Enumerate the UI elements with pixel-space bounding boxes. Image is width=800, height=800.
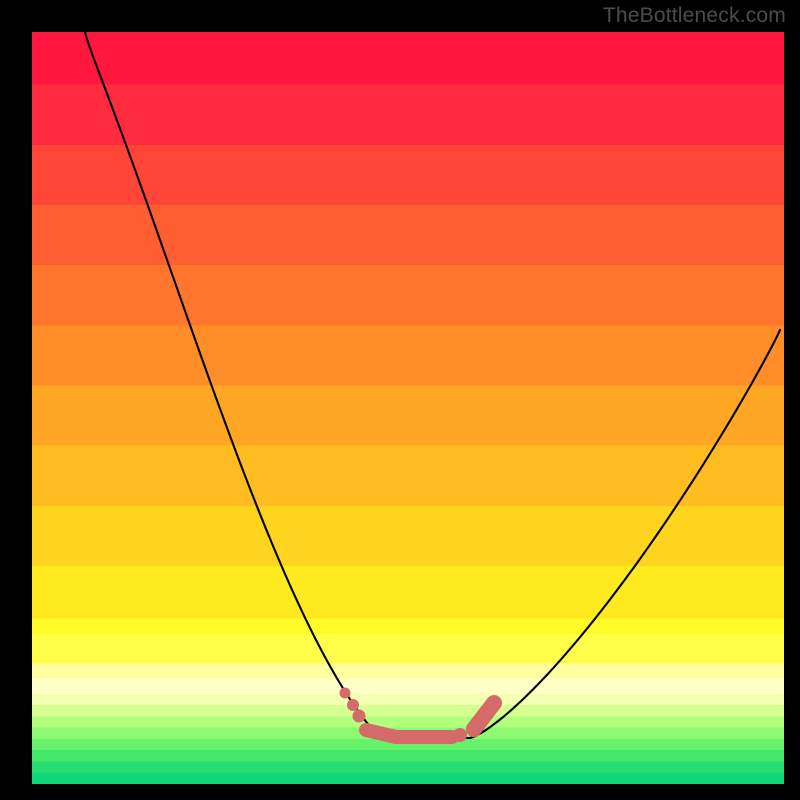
curve-marker-dot (353, 710, 366, 723)
curve-marker-dot (453, 728, 467, 742)
curve-marker-capsule (474, 703, 494, 729)
curve-marker-dot (347, 699, 359, 711)
curve-markers (340, 688, 495, 743)
curve-marker-dot (340, 688, 351, 699)
watermark-text: TheBottleneck.com (603, 4, 786, 28)
bottleneck-curve (32, 32, 784, 784)
plot-area (32, 32, 784, 784)
